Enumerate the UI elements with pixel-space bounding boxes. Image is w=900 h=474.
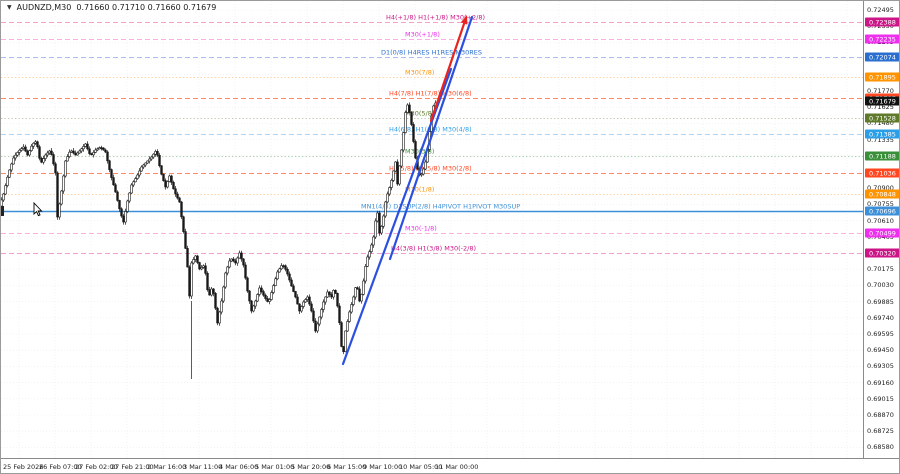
grid <box>1 1 863 458</box>
price-axis-label: 0.68580 <box>867 443 894 452</box>
time-axis-label: 11 Mar 00:00 <box>435 463 479 471</box>
price-level-badge: 0.71385 <box>865 129 899 139</box>
price-level-label: M30(5/8) <box>405 110 434 118</box>
current-price-badge: 0.71679 <box>865 96 899 106</box>
time-axis-label: 9 Mar 10:00 <box>363 463 403 471</box>
price-level-label: D1(0/8) H4RES H1RES M30RES <box>381 49 482 57</box>
price-level-label: M30(+1/8) <box>405 31 440 39</box>
price-level-label: M30(-1/8) <box>405 225 437 233</box>
trend-objects <box>341 15 474 366</box>
symbol-label: AUDNZD,M30 <box>16 3 72 12</box>
time-axis-label: 2 Mar 16:00 <box>147 463 187 471</box>
price-level-badge: 0.70499 <box>865 228 899 238</box>
price-level-badge: 0.71895 <box>865 72 899 82</box>
price-level-label: M30(7/8) <box>405 69 434 77</box>
time-axis-label: 3 Mar 11:00 <box>183 463 223 471</box>
price-axis-label: 0.70610 <box>867 216 894 225</box>
price-axis-label: 0.69885 <box>867 297 894 306</box>
time-axis-label: 4 Mar 06:00 <box>219 463 259 471</box>
price-axis-label: 0.70755 <box>867 200 894 209</box>
price-level-badge: 0.71188 <box>865 151 899 161</box>
time-axis-label: 5 Mar 01:00 <box>255 463 295 471</box>
time-axis-label: 25 Feb 2026 <box>3 463 44 471</box>
candlesticks <box>1 100 437 379</box>
price-level-label: MN1(4/8) D1SUP(2/8) H4PIVOT H1PIVOT M30S… <box>361 203 520 211</box>
candlestick-chart: H4(+1/8) H1(+1/8) M30(+2/8) M30(+1/8) D1(0… <box>1 1 863 458</box>
price-level-label: H4(3/8) H1(3/8) M30(-2/8) <box>391 245 476 253</box>
price-level-badge: 0.72235 <box>865 34 899 44</box>
price-axis-label: 0.70030 <box>867 281 894 290</box>
arrowhead <box>460 15 468 25</box>
price-level-badge: 0.72074 <box>865 52 899 62</box>
time-axis-label: 6 Mar 15:00 <box>327 463 367 471</box>
price-axis-label: 0.68725 <box>867 427 894 436</box>
red-projection-arrow[interactable] <box>429 22 466 123</box>
left-edge-marker <box>1 206 4 216</box>
time-axis-label: 27 Feb 02:00 <box>75 463 118 471</box>
mouse-cursor <box>33 201 43 217</box>
price-axis-label: 0.71335 <box>867 135 894 144</box>
symbol-ohlc-title: ▼ AUDNZD,M30 0.71660 0.71710 0.71660 0.7… <box>7 3 216 12</box>
price-level-label: H4(+1/8) H1(+1/8) M30(+2/8) <box>386 14 485 22</box>
time-axis-label: 26 Feb 07:00 <box>39 463 82 471</box>
price-axis-label: 0.70175 <box>867 265 894 274</box>
price-level-badge: 0.70848 <box>865 189 899 199</box>
price-axis-label: 0.69740 <box>867 313 894 322</box>
price-axis-label: 0.69450 <box>867 346 894 355</box>
price-axis-label: 0.71770 <box>867 87 894 95</box>
price-level-label: H4(7/8) H1(7/8) M30(6/8) <box>389 90 472 98</box>
price-axis-label: 0.69015 <box>867 394 894 403</box>
price-level-label: M30(1/8) <box>405 186 434 194</box>
price-axis-label: 0.72495 <box>867 6 894 14</box>
price-level-badge: 0.70696 <box>865 206 899 216</box>
price-axis-label: 0.69305 <box>867 362 894 371</box>
price-axis-label: 0.70900 <box>867 184 894 193</box>
price-level-badge: 0.71036 <box>865 168 899 178</box>
price-level-badge: 0.70320 <box>865 248 899 258</box>
time-axis-label: 5 Mar 20:00 <box>291 463 331 471</box>
time-axis-label: 27 Feb 21:00 <box>111 463 154 471</box>
price-axis-label: 0.71625 <box>867 103 894 112</box>
blue-channel-line-2[interactable] <box>388 15 474 261</box>
time-axis[interactable]: 25 Feb 2026 26 Feb 07:00 27 Feb 02:00 27 Fe… <box>1 458 899 473</box>
price-level-badge: 0.71528 <box>865 113 899 123</box>
price-level-badge: 0.72388 <box>865 17 899 27</box>
price-level-label: H4(5/8) H1(5/8) M30(2/8) <box>389 165 472 173</box>
chart-plot-area[interactable]: H4(+1/8) H1(+1/8) M30(+2/8) M30(+1/8) D1(0… <box>1 1 863 458</box>
price-axis-label: 0.71480 <box>867 119 894 128</box>
blue-channel-line-1[interactable] <box>341 67 453 366</box>
time-axis-label: 10 Mar 05:00 <box>399 463 443 471</box>
price-axis[interactable]: 0.724950.723500.722050.720600.719150.717… <box>863 1 899 458</box>
price-axis-label: 0.69160 <box>867 378 894 387</box>
price-axis-label: 0.68870 <box>867 411 894 419</box>
price-axis-label: 0.69595 <box>867 330 894 338</box>
chart-marker-icon: ▼ <box>7 4 12 11</box>
ohlc-values: 0.71660 0.71710 0.71660 0.71679 <box>76 3 217 12</box>
